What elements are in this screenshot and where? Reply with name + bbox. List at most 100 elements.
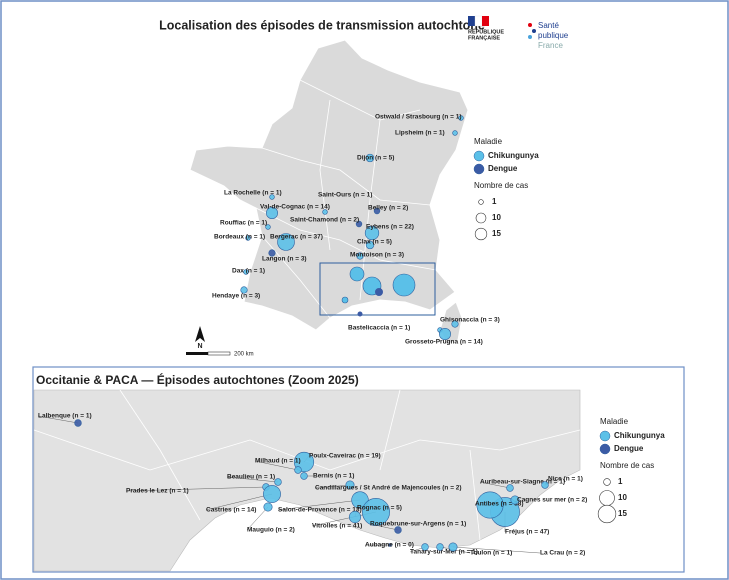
- place-label: Toulon (n = 1): [470, 550, 512, 557]
- place-label: Beaulieu (n = 1): [227, 474, 275, 481]
- bubble: [349, 266, 365, 282]
- north-label: N: [197, 343, 202, 350]
- scale-label: 200 km: [234, 352, 254, 358]
- leader-line: [37, 415, 79, 424]
- legend-size-label: 1: [618, 477, 623, 486]
- leader-line: [205, 493, 273, 511]
- bubble: [265, 224, 271, 230]
- place-label: Lipsheim (n = 1): [395, 130, 445, 137]
- bubble: [245, 235, 251, 241]
- legend-item: Chikungunya: [488, 151, 539, 160]
- place-label: Lalbenque (n = 1): [38, 413, 92, 420]
- bubble: [300, 472, 308, 480]
- place-label: Mauguio (n = 2): [247, 527, 295, 534]
- bubble: [357, 311, 363, 317]
- north-arrow: [195, 326, 205, 342]
- bubble: [356, 252, 364, 260]
- place-label: Bernis (n = 1): [313, 473, 354, 480]
- leader-line: [479, 481, 511, 489]
- bubble: [394, 526, 402, 534]
- bubble: [373, 207, 381, 215]
- legend-size-label: 1: [492, 197, 497, 206]
- bubble: [510, 495, 520, 505]
- place-label: Montoison (n = 3): [350, 252, 404, 259]
- bubble: [74, 419, 82, 427]
- logo-text: France: [538, 41, 563, 50]
- place-label: Rouffiac (n = 1): [220, 220, 267, 227]
- legend-swatch: [473, 150, 485, 162]
- place-label: Castries (n = 14): [206, 507, 256, 514]
- logo-text: RÉPUBLIQUE: [468, 27, 504, 35]
- bubble: [476, 491, 504, 519]
- bubble: [355, 220, 363, 228]
- place-label: Salon-de-Provence (n = 13): [278, 507, 362, 514]
- scale-bar: [186, 352, 208, 355]
- legend-size-label: 10: [492, 213, 501, 222]
- place-label: Grosseto-Prugna (n = 14): [405, 339, 483, 346]
- zoom-land: [33, 389, 581, 572]
- bubble: [266, 207, 278, 219]
- legend-swatch: [599, 443, 611, 455]
- legend-size: [474, 227, 488, 241]
- legend-title: Maladie: [474, 137, 503, 146]
- flag: [468, 16, 475, 26]
- legend-size-label: 10: [618, 493, 627, 502]
- logo-text: FRANÇAISE: [468, 35, 500, 41]
- borders: [255, 79, 437, 319]
- bubble: [365, 240, 375, 250]
- place-label: Cagnes sur mer (n = 2): [517, 497, 587, 504]
- bubble: [268, 249, 276, 257]
- bubble: [240, 286, 248, 294]
- place-label: Ghisonaccia (n = 3): [440, 317, 500, 324]
- place-label: Milhaud (n = 1): [255, 458, 301, 465]
- place-label: Hendaye (n = 3): [212, 293, 260, 300]
- legend-size: [597, 504, 617, 524]
- leader-line: [125, 486, 267, 492]
- bubble: [421, 543, 429, 551]
- place-label: Langon (n = 3): [262, 256, 307, 263]
- legend-size: [478, 199, 484, 205]
- place-label: Eybens (n = 22): [366, 224, 414, 231]
- title: Localisation des épisodes de transmissio…: [159, 18, 485, 32]
- legend-size: [475, 212, 487, 224]
- place-label: Auribeau-sur-Siagne (n = 1): [480, 479, 565, 486]
- bubble: [364, 225, 380, 241]
- zoom-box: [319, 262, 436, 316]
- logo-text: publique: [538, 31, 569, 40]
- place-label: La Crau (n = 2): [540, 550, 585, 557]
- place-label: Dijon (n = 5): [357, 155, 394, 162]
- bubble: [375, 288, 383, 296]
- bubble: [274, 478, 282, 486]
- place-label: Antibes (n = 38): [475, 501, 524, 508]
- place-label: Ostwald / Strasbourg (n = 1): [375, 114, 462, 121]
- legend-item: Chikungunya: [614, 431, 665, 440]
- place-label: Candillargues / St André de Majencoules …: [315, 485, 462, 492]
- leader-line: [226, 476, 279, 483]
- place-label: Vitrolles (n = 41): [312, 523, 362, 530]
- bubble: [294, 466, 302, 474]
- place-label: Bastelicaccia (n = 1): [348, 325, 410, 332]
- legend-title: Nombre de cas: [474, 181, 528, 190]
- bubble: [388, 543, 392, 547]
- bubble: [263, 502, 273, 512]
- flag: [482, 16, 489, 26]
- bubble: [322, 209, 328, 215]
- logo-dot: [528, 23, 532, 27]
- bubble: [541, 481, 549, 489]
- legend-title: Nombre de cas: [600, 461, 654, 470]
- legend-swatch: [599, 430, 611, 442]
- place-label: Roquebrune-sur-Argens (n = 1): [370, 521, 466, 528]
- place-label: Rognac (n = 5): [357, 505, 402, 512]
- zoom-title: Occitanie & PACA — Épisodes autochtones …: [36, 372, 359, 387]
- legend-size-label: 15: [492, 229, 501, 238]
- bubble: [365, 153, 375, 163]
- place-label: La Rochelle (n = 1): [224, 190, 282, 197]
- logo-dot: [532, 29, 536, 33]
- place-label: Dax (n = 1): [232, 268, 265, 275]
- bubble: [277, 233, 295, 251]
- place-label: Belley (n = 2): [368, 205, 408, 212]
- legend-size-label: 15: [618, 509, 627, 518]
- bubble: [243, 269, 249, 275]
- leader-line: [254, 460, 299, 471]
- bubble: [458, 115, 464, 121]
